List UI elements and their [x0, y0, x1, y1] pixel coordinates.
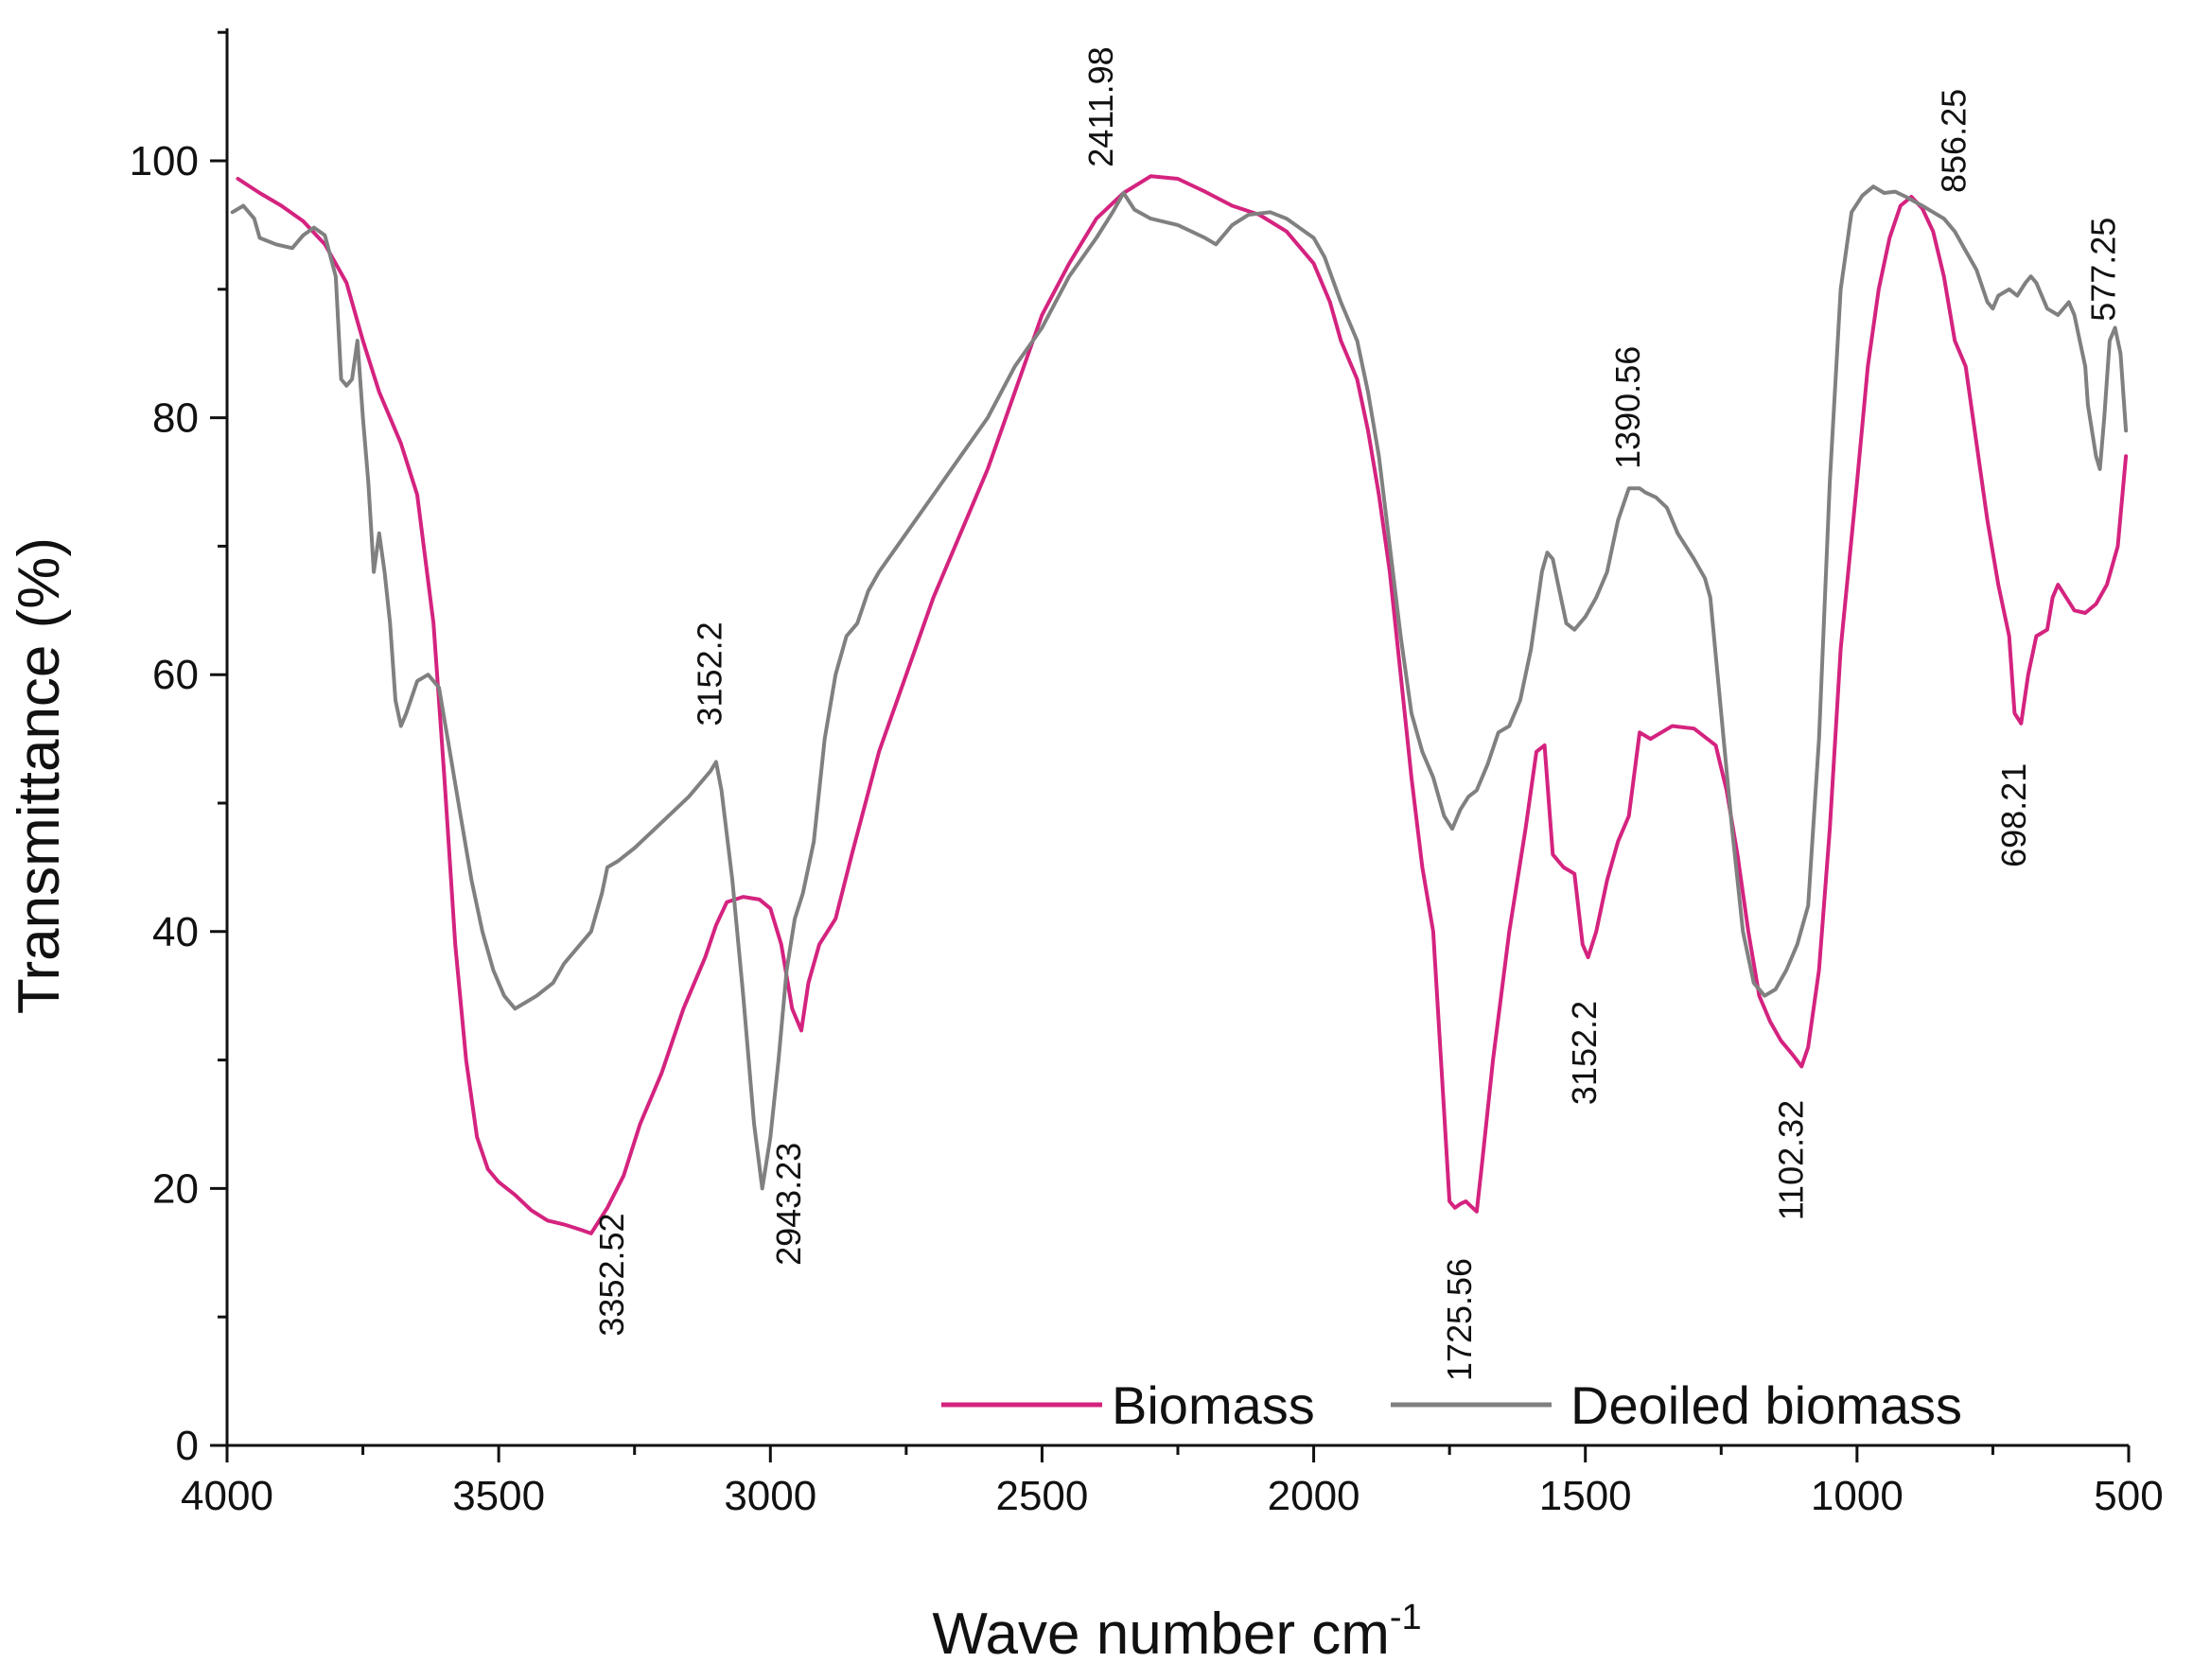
y-tick-label: 80	[152, 395, 199, 442]
peak-label: 2943.23	[769, 1143, 808, 1266]
x-tick-label: 1500	[1539, 1473, 1632, 1519]
x-tick-label: 2000	[1268, 1473, 1360, 1519]
peak-label: 1725.56	[1440, 1258, 1479, 1381]
y-tick-label: 40	[152, 909, 199, 955]
peak-label: 1390.56	[1608, 346, 1647, 469]
x-axis-title: Wave number cm-1	[932, 1598, 1421, 1667]
y-tick-label: 60	[152, 652, 199, 698]
y-tick-label: 100	[130, 138, 199, 184]
y-tick-label: 0	[176, 1423, 199, 1469]
legend-label: Biomass	[1112, 1375, 1315, 1435]
peak-label: 577.25	[2084, 218, 2123, 322]
x-tick-label: 500	[2094, 1473, 2163, 1519]
x-axis-title-superscript: -1	[1390, 1598, 1422, 1637]
peak-label: 3152.2	[1565, 1001, 1604, 1105]
x-tick-label: 1000	[1811, 1473, 1904, 1519]
peak-label: 1102.32	[1771, 1100, 1810, 1220]
peak-label: 2411.98	[1081, 46, 1120, 166]
x-tick-label: 3500	[452, 1473, 545, 1519]
y-tick-label: 20	[152, 1165, 199, 1212]
x-tick-label: 2500	[995, 1473, 1088, 1519]
x-tick-label: 3000	[724, 1473, 816, 1519]
legend-label: Deoiled biomass	[1570, 1375, 1962, 1435]
peak-label: 3152.2	[691, 621, 729, 726]
peak-label: 856.25	[1935, 89, 1974, 193]
y-axis-title: Transmittance (%)	[7, 537, 72, 1014]
x-axis-title-text: Wave number cm	[932, 1601, 1390, 1667]
peak-label: 3352.52	[592, 1213, 631, 1336]
series-line-deoiled-biomass	[230, 184, 2129, 1191]
x-tick-label: 4000	[181, 1473, 273, 1519]
peak-label: 698.21	[1994, 763, 2033, 867]
series-line-biomass	[236, 174, 2129, 1235]
